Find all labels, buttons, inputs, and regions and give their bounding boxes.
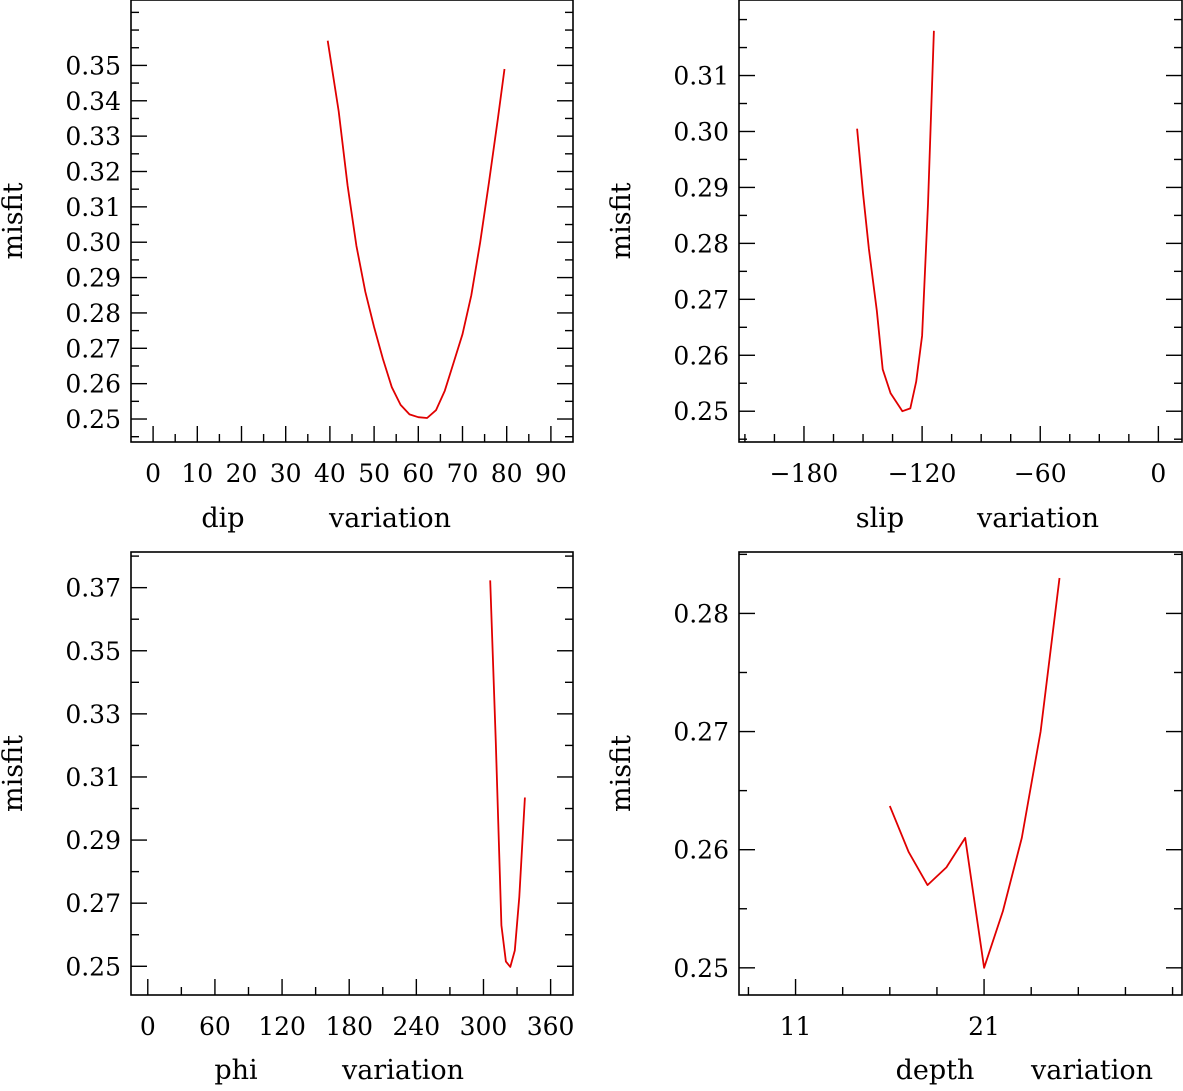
y-tick-label: 0.26 — [673, 836, 729, 865]
x-axis-title-part: variation — [976, 503, 1099, 534]
x-tick-label: 40 — [314, 459, 346, 488]
x-tick-label: 0 — [145, 459, 161, 488]
y-axis-title: misfit — [606, 182, 637, 259]
y-tick-label: 0.25 — [65, 405, 121, 434]
x-tick-label: 20 — [226, 459, 258, 488]
x-tick-label: 90 — [535, 459, 567, 488]
y-tick-label: 0.27 — [65, 889, 121, 918]
y-tick-label: 0.28 — [673, 599, 729, 628]
y-tick-label: 0.29 — [65, 826, 121, 855]
x-tick-label: −60 — [1014, 459, 1067, 488]
y-tick-label: 0.32 — [65, 157, 121, 186]
x-tick-label: 70 — [447, 459, 479, 488]
y-tick-label: 0.31 — [65, 193, 121, 222]
y-axis-title: misfit — [0, 182, 29, 259]
plot-frame — [130, 551, 574, 996]
x-tick-label: 360 — [527, 1012, 575, 1041]
y-tick-label: 0.25 — [673, 397, 729, 426]
x-axis-title-part: variation — [341, 1055, 464, 1086]
y-tick-label: 0.37 — [65, 574, 121, 603]
x-axis-title-part: slip — [856, 503, 904, 534]
x-tick-label: 0 — [140, 1012, 156, 1041]
y-tick-label: 0.33 — [65, 700, 121, 729]
x-tick-label: 60 — [199, 1012, 231, 1041]
series-line-1 — [856, 30, 935, 413]
x-axis-title-part: variation — [1030, 1055, 1153, 1086]
y-tick-label: 0.26 — [65, 370, 121, 399]
y-tick-label: 0.27 — [673, 718, 729, 747]
x-tick-label: 21 — [968, 1012, 1000, 1041]
y-tick-label: 0.25 — [673, 954, 729, 983]
y-tick-label: 0.28 — [65, 299, 121, 328]
y-tick-label: 0.29 — [65, 264, 121, 293]
y-axis-title: misfit — [0, 735, 29, 812]
x-tick-label: −180 — [770, 459, 839, 488]
plot-frame — [738, 0, 1183, 443]
x-axis-title-part: phi — [214, 1055, 258, 1086]
y-tick-label: 0.31 — [673, 62, 729, 91]
panel-1: 0.25 0.26 0.27 0.28 0.29 0.30 0.31 0.32 0.33 0.34… — [0, 0, 574, 534]
y-tick-label: 0.27 — [65, 334, 121, 363]
panel-2: 0.25 0.26 0.27 0.28 0.29 0.30 0.31 −180 −120 −60 0… — [606, 0, 1183, 534]
x-axis-title-part: variation — [328, 503, 451, 534]
x-tick-label: 30 — [270, 459, 302, 488]
x-tick-label: 11 — [780, 1012, 812, 1041]
x-tick-label: 10 — [181, 459, 213, 488]
x-tick-label: 0 — [1150, 459, 1166, 488]
y-tick-label: 0.26 — [673, 341, 729, 370]
x-tick-label: −120 — [888, 459, 957, 488]
x-tick-label: 80 — [491, 459, 523, 488]
panel-4: 0.25 0.26 0.27 0.28 11 21 misfit depth variation — [606, 551, 1183, 1086]
y-tick-label: 0.30 — [673, 117, 729, 146]
y-tick-label: 0.31 — [65, 763, 121, 792]
x-tick-label: 120 — [258, 1012, 306, 1041]
y-tick-label: 0.29 — [673, 173, 729, 202]
plot-frame — [738, 551, 1183, 996]
x-axis-title-part: depth — [896, 1055, 975, 1086]
x-tick-label: 300 — [460, 1012, 508, 1041]
x-tick-label: 240 — [392, 1012, 440, 1041]
x-axis-title-part: dip — [201, 503, 244, 534]
y-tick-label: 0.35 — [65, 51, 121, 80]
panel-3: 0.25 0.27 0.29 0.31 0.33 0.35 0.37 0 60 120 180 240… — [0, 551, 575, 1086]
y-tick-label: 0.34 — [65, 87, 121, 116]
series-line-1 — [326, 40, 506, 419]
y-axis-title: misfit — [606, 735, 637, 812]
series-line-1 — [489, 580, 526, 968]
y-tick-label: 0.30 — [65, 228, 121, 257]
y-tick-label: 0.25 — [65, 952, 121, 981]
x-tick-label: 180 — [325, 1012, 373, 1041]
y-tick-label: 0.28 — [673, 229, 729, 258]
x-tick-label: 60 — [402, 459, 434, 488]
series-line-1 — [888, 577, 1061, 969]
y-tick-label: 0.35 — [65, 637, 121, 666]
y-tick-label: 0.27 — [673, 285, 729, 314]
y-tick-label: 0.33 — [65, 122, 121, 151]
x-tick-label: 50 — [358, 459, 390, 488]
